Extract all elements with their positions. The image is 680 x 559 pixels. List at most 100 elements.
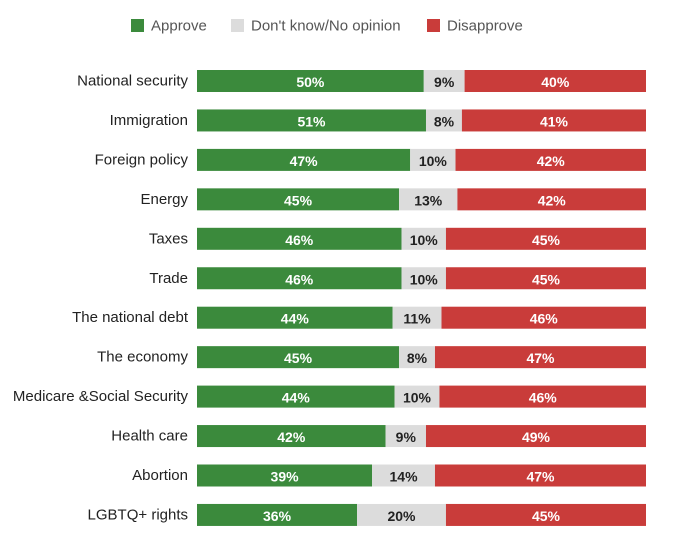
bar-segment-disapprove (457, 188, 646, 211)
bar-segment-disapprove (445, 503, 646, 526)
bar-segment-don-t-know-no-opinion (372, 464, 435, 487)
data-label-don-t-know-no-opinion: 14% (390, 469, 419, 485)
category-label-lgbtq-rights: LGBTQ+ rights (88, 506, 188, 523)
legend-swatch (231, 19, 244, 32)
data-label-disapprove: 42% (538, 192, 567, 208)
data-label-don-t-know-no-opinion: 10% (410, 271, 439, 287)
data-label-disapprove: 47% (526, 350, 555, 366)
bar-segment-approve (197, 188, 400, 211)
bar-segment-approve (197, 385, 395, 408)
data-label-disapprove: 46% (529, 390, 558, 406)
bar-segment-disapprove (455, 148, 646, 171)
data-label-don-t-know-no-opinion: 9% (396, 429, 417, 445)
data-label-approve: 44% (281, 311, 310, 327)
legend-label: Approve (151, 18, 207, 35)
category-label-medicare-social-security: Medicare &Social Security (13, 388, 189, 405)
data-label-disapprove: 45% (532, 508, 561, 524)
bar-row-immigration: 51% 8% 41% (197, 109, 646, 132)
bar-segment-don-t-know-no-opinion (423, 70, 465, 92)
bar-segment-approve (197, 70, 424, 92)
data-label-approve: 51% (297, 113, 326, 129)
bar-segment-approve (197, 503, 358, 526)
data-label-approve: 47% (290, 153, 319, 169)
bar-row-medicare-social-security: 44% 10% 46% (197, 385, 646, 408)
legend-swatch (427, 19, 440, 32)
data-label-disapprove: 41% (540, 113, 569, 129)
bar-segment-don-t-know-no-opinion (399, 188, 458, 211)
bar-row-foreign-policy: 47% 10% 42% (197, 148, 646, 171)
category-label-abortion: Abortion (132, 467, 188, 484)
category-label-the-national-debt: The national debt (72, 309, 189, 326)
data-label-don-t-know-no-opinion: 20% (387, 508, 416, 524)
bar-segment-disapprove (441, 306, 646, 329)
data-label-disapprove: 46% (530, 311, 559, 327)
bar-segment-don-t-know-no-opinion (410, 148, 456, 171)
bar-segment-approve (197, 425, 386, 448)
bar-segment-disapprove (461, 109, 646, 132)
bar-segment-don-t-know-no-opinion (385, 425, 426, 448)
data-label-disapprove: 45% (532, 232, 561, 248)
bar-segment-approve (197, 109, 426, 132)
bar-segment-don-t-know-no-opinion (399, 346, 435, 369)
bar-row-the-national-debt: 44% 11% 46% (197, 306, 646, 329)
bar-segment-don-t-know-no-opinion (394, 385, 440, 408)
category-label-the-economy: The economy (97, 349, 188, 366)
legend-item-don-t-know-no-opinion: Don't know/No opinion (231, 18, 401, 35)
bar-segment-disapprove (425, 425, 646, 448)
legend-item-approve: Approve (131, 18, 207, 35)
data-label-approve: 46% (285, 232, 314, 248)
data-label-approve: 45% (284, 192, 313, 208)
category-label-immigration: Immigration (110, 112, 188, 129)
bar-segment-approve (197, 306, 393, 329)
bar-segment-approve (197, 267, 402, 290)
category-label-energy: Energy (140, 191, 188, 208)
bar-row-lgbtq-rights: 36% 20% 45% (197, 503, 646, 526)
bar-segment-don-t-know-no-opinion (425, 109, 462, 132)
data-label-approve: 45% (284, 350, 313, 366)
bar-segment-approve (197, 464, 373, 487)
data-label-approve: 46% (285, 271, 314, 287)
data-label-disapprove: 47% (526, 469, 555, 485)
bar-segment-don-t-know-no-opinion (401, 267, 446, 290)
category-labels: National security Immigration Foreign poli… (13, 73, 189, 524)
category-label-taxes: Taxes (149, 230, 188, 247)
data-label-approve: 42% (277, 429, 306, 445)
bar-segment-approve (197, 227, 402, 250)
bar-segment-don-t-know-no-opinion (392, 306, 442, 329)
bar-segment-approve (197, 346, 400, 369)
category-label-health-care: Health care (111, 428, 188, 445)
bar-row-abortion: 39% 14% 47% (197, 464, 646, 487)
bar-row-trade: 46% 10% 45% (197, 267, 646, 290)
chart-legend: Approve Don't know/No opinion Disapprove (131, 18, 523, 35)
category-label-trade: Trade (149, 270, 188, 287)
legend-label: Don't know/No opinion (251, 18, 401, 35)
bar-segment-disapprove (439, 385, 646, 408)
bar-row-health-care: 42% 9% 49% (197, 425, 646, 448)
data-label-disapprove: 49% (522, 429, 551, 445)
bar-row-national-security: 50% 9% 40% (197, 70, 646, 92)
bar-segment-don-t-know-no-opinion (357, 503, 446, 526)
category-label-national-security: National security (77, 73, 188, 90)
data-label-disapprove: 40% (541, 74, 570, 90)
legend-swatch (131, 19, 144, 32)
bar-segment-disapprove (445, 267, 646, 290)
data-label-don-t-know-no-opinion: 8% (407, 350, 428, 366)
data-label-don-t-know-no-opinion: 13% (414, 192, 443, 208)
bar-row-energy: 45% 13% 42% (197, 188, 646, 211)
bar-segment-disapprove (464, 70, 646, 92)
data-label-approve: 50% (296, 74, 325, 90)
legend-label: Disapprove (447, 18, 523, 35)
data-label-don-t-know-no-opinion: 10% (419, 153, 448, 169)
data-label-don-t-know-no-opinion: 9% (434, 74, 455, 90)
bar-segment-don-t-know-no-opinion (401, 227, 446, 250)
data-label-don-t-know-no-opinion: 10% (403, 390, 432, 406)
data-label-approve: 39% (271, 469, 300, 485)
bar-row-taxes: 46% 10% 45% (197, 227, 646, 250)
data-label-approve: 44% (282, 390, 311, 406)
data-label-don-t-know-no-opinion: 8% (434, 113, 455, 129)
data-label-don-t-know-no-opinion: 10% (410, 232, 439, 248)
category-label-foreign-policy: Foreign policy (95, 151, 189, 168)
data-label-don-t-know-no-opinion: 11% (403, 311, 431, 327)
data-label-disapprove: 42% (537, 153, 566, 169)
